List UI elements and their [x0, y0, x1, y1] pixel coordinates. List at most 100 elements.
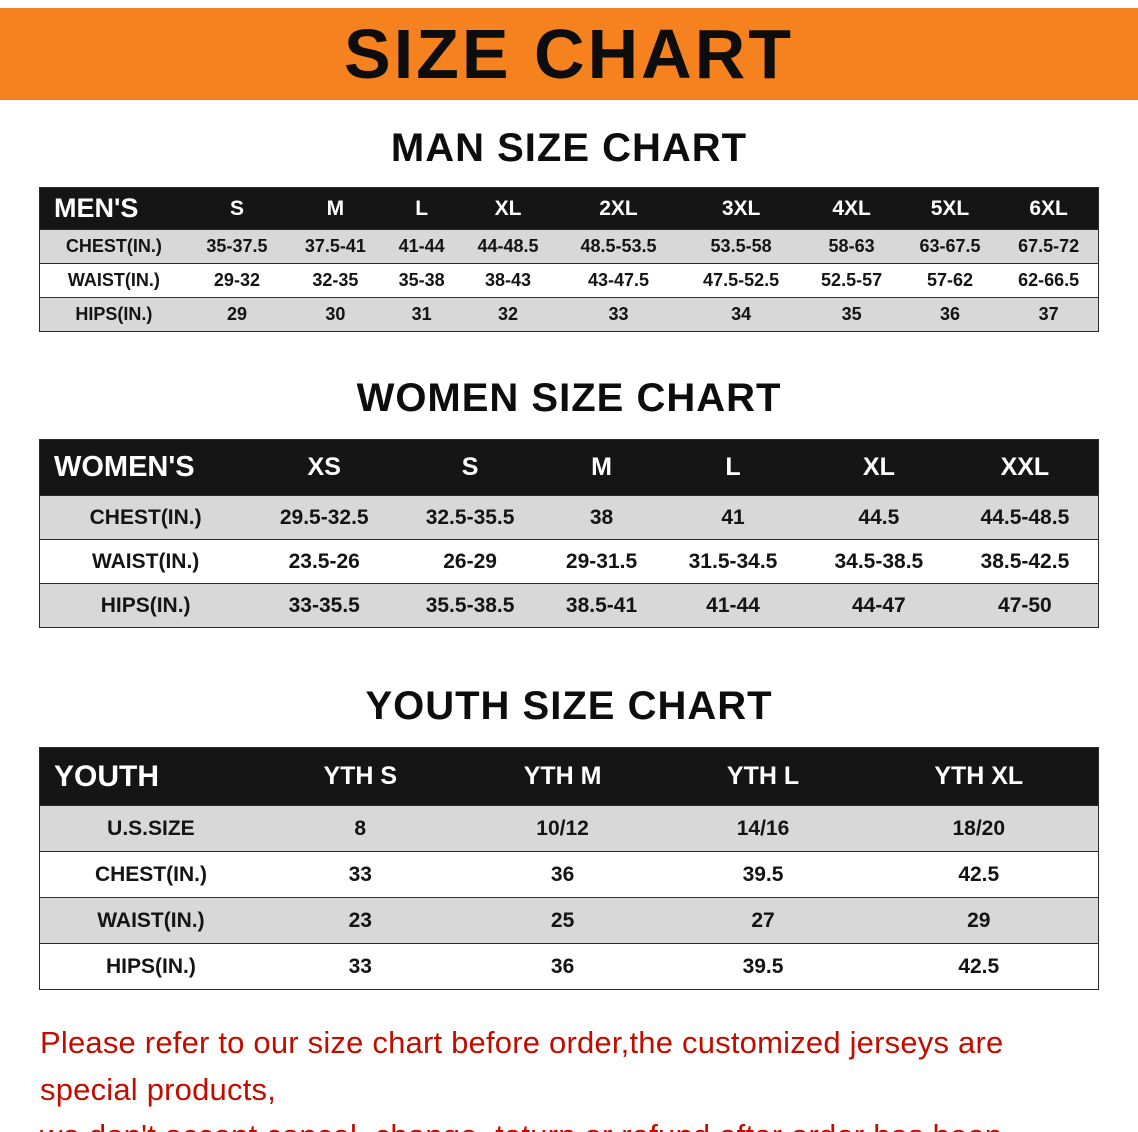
size-value-cell: 41-44 [384, 229, 459, 264]
size-value-cell: 27 [666, 897, 860, 944]
size-column-header: YTH M [458, 747, 667, 806]
section-women: WOMEN SIZE CHART WOMEN'S XS S M L XL XXL CHEST(… [0, 376, 1138, 628]
table-row: HIPS(IN.) 33 36 39.5 42.5 [39, 943, 1099, 990]
size-value-cell: 32 [458, 297, 558, 332]
size-column-header: XL [805, 439, 952, 496]
table-title-cell: WOMEN'S [39, 439, 252, 496]
size-value-cell: 29 [187, 297, 287, 332]
size-value-cell: 35-38 [384, 263, 459, 298]
size-value-cell: 35 [802, 297, 901, 332]
size-value-cell: 38 [543, 495, 661, 540]
size-column-header: 6XL [999, 187, 1099, 230]
size-value-cell: 63-67.5 [900, 229, 1000, 264]
table-title-cell: YOUTH [39, 747, 262, 806]
section-men: MAN SIZE CHART MEN'S S M L XL 2XL 3XL 4XL 5XL 6XL… [0, 126, 1138, 332]
size-column-header: S [187, 187, 287, 230]
size-value-cell: 57-62 [900, 263, 1000, 298]
table-row: CHEST(IN.) 35-37.5 37.5-41 41-44 44-48.5 48.5… [39, 229, 1099, 264]
size-value-cell: 31.5-34.5 [660, 539, 806, 584]
size-value-cell: 37 [999, 297, 1099, 332]
size-column-header: M [543, 439, 661, 496]
table-row: HIPS(IN.) 29 30 31 32 33 34 35 36 37 [39, 297, 1099, 332]
table-row: CHEST(IN.) 29.5-32.5 32.5-35.5 38 41 44.5 44.5… [39, 495, 1099, 540]
size-value-cell: 43-47.5 [557, 263, 680, 298]
table-title-cell: MEN'S [39, 187, 188, 230]
size-value-cell: 30 [286, 297, 385, 332]
size-value-cell: 52.5-57 [802, 263, 901, 298]
table-header-row: MEN'S S M L XL 2XL 3XL 4XL 5XL 6XL [39, 187, 1099, 230]
row-label-cell: WAIST(IN.) [39, 263, 188, 298]
size-value-cell: 41 [660, 495, 806, 540]
size-value-cell: 34 [679, 297, 803, 332]
size-value-cell: 62-66.5 [999, 263, 1099, 298]
size-value-cell: 47.5-52.5 [679, 263, 803, 298]
footer-note-line: we don't accept cancel, change, teturn o… [40, 1113, 1102, 1132]
size-column-header: XXL [951, 439, 1099, 496]
size-value-cell: 29.5-32.5 [251, 495, 398, 540]
size-value-cell: 36 [900, 297, 1000, 332]
size-value-cell: 34.5-38.5 [805, 539, 952, 584]
youth-size-table: YOUTH YTH S YTH M YTH L YTH XL U.S.SIZE 8 10/12… [39, 747, 1099, 990]
row-label-cell: CHEST(IN.) [39, 851, 262, 898]
size-column-header: 5XL [900, 187, 1000, 230]
table-row: HIPS(IN.) 33-35.5 35.5-38.5 38.5-41 41-44 44-… [39, 583, 1099, 628]
size-value-cell: 36 [458, 943, 667, 990]
size-value-cell: 8 [261, 805, 459, 852]
size-value-cell: 36 [458, 851, 667, 898]
size-column-header: 2XL [557, 187, 680, 230]
women-size-table: WOMEN'S XS S M L XL XXL CHEST(IN.) 29.5-32.5 32.5… [39, 439, 1099, 628]
size-value-cell: 38.5-41 [543, 583, 661, 628]
table-row: WAIST(IN.) 23 25 27 29 [39, 897, 1099, 944]
size-value-cell: 47-50 [951, 583, 1099, 628]
row-label-cell: U.S.SIZE [39, 805, 262, 852]
table-row: U.S.SIZE 8 10/12 14/16 18/20 [39, 805, 1099, 852]
size-column-header: XS [251, 439, 398, 496]
size-value-cell: 48.5-53.5 [557, 229, 680, 264]
size-value-cell: 38-43 [458, 263, 558, 298]
size-value-cell: 44-48.5 [458, 229, 558, 264]
row-label-cell: HIPS(IN.) [39, 943, 262, 990]
youth-section-heading: YOUTH SIZE CHART [365, 684, 773, 728]
size-value-cell: 39.5 [666, 851, 860, 898]
row-label-cell: CHEST(IN.) [39, 495, 252, 540]
size-value-cell: 37.5-41 [286, 229, 385, 264]
men-size-table: MEN'S S M L XL 2XL 3XL 4XL 5XL 6XL CHEST(IN.) 35-37… [39, 187, 1099, 332]
size-value-cell: 32.5-35.5 [397, 495, 544, 540]
size-value-cell: 38.5-42.5 [951, 539, 1099, 584]
size-value-cell: 23.5-26 [251, 539, 398, 584]
table-header-row: YOUTH YTH S YTH M YTH L YTH XL [39, 747, 1099, 806]
size-value-cell: 53.5-58 [679, 229, 803, 264]
section-youth: YOUTH SIZE CHART YOUTH YTH S YTH M YTH L YTH… [0, 684, 1138, 990]
size-column-header: L [660, 439, 806, 496]
row-label-cell: CHEST(IN.) [39, 229, 188, 264]
size-value-cell: 31 [384, 297, 459, 332]
size-value-cell: 33 [557, 297, 680, 332]
size-value-cell: 42.5 [859, 943, 1099, 990]
size-value-cell: 25 [458, 897, 667, 944]
men-section-heading: MAN SIZE CHART [390, 126, 748, 170]
women-section-heading: WOMEN SIZE CHART [356, 376, 782, 420]
footer-note-line: Please refer to our size chart before or… [40, 1025, 1004, 1107]
size-column-header: 3XL [679, 187, 803, 230]
size-column-header: S [397, 439, 544, 496]
table-row: WAIST(IN.) 23.5-26 26-29 29-31.5 31.5-34.5 34… [39, 539, 1099, 584]
row-label-cell: WAIST(IN.) [39, 897, 262, 944]
size-value-cell: 39.5 [666, 943, 860, 990]
size-value-cell: 26-29 [397, 539, 544, 584]
size-value-cell: 58-63 [802, 229, 901, 264]
row-label-cell: HIPS(IN.) [39, 297, 188, 332]
size-column-header: 4XL [802, 187, 901, 230]
size-value-cell: 29-31.5 [543, 539, 661, 584]
size-value-cell: 35.5-38.5 [397, 583, 544, 628]
size-column-header: YTH XL [859, 747, 1099, 806]
size-value-cell: 29 [859, 897, 1099, 944]
row-label-cell: WAIST(IN.) [39, 539, 252, 584]
size-value-cell: 33 [261, 851, 459, 898]
size-value-cell: 44.5 [805, 495, 952, 540]
size-value-cell: 67.5-72 [999, 229, 1099, 264]
table-row: CHEST(IN.) 33 36 39.5 42.5 [39, 851, 1099, 898]
banner: SIZE CHART [0, 8, 1138, 100]
size-column-header: L [384, 187, 459, 230]
size-value-cell: 33 [261, 943, 459, 990]
